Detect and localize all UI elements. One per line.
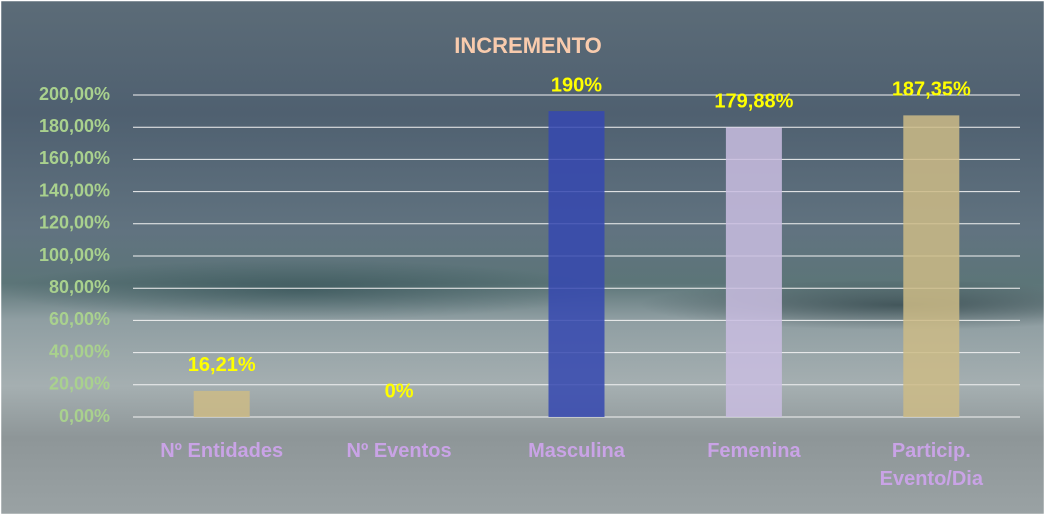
x-tick-label: Femenina (669, 437, 839, 465)
y-tick-label: 100,00% (39, 245, 110, 265)
bar (903, 115, 959, 417)
chart-area: INCREMENTO 0,00% 20,00% 40,00% 60,00% 80,00%… (0, 0, 1045, 515)
bar (549, 111, 605, 417)
y-tick-label: 80,00% (49, 277, 110, 297)
y-tick-label: 140,00% (39, 180, 110, 200)
value-label: 0% (385, 380, 414, 402)
x-tick-label: Masculina (492, 437, 662, 465)
bar (194, 391, 250, 417)
value-label: 187,35% (892, 79, 971, 101)
value-label: 190% (551, 74, 602, 96)
chart-title: INCREMENTO (454, 33, 602, 58)
y-tick-label: 20,00% (49, 374, 110, 394)
y-tick-label: 200,00% (39, 84, 110, 104)
y-tick-label: 60,00% (49, 309, 110, 329)
x-tick-label: Nº Entidades (137, 437, 307, 465)
y-tick-label: 160,00% (39, 148, 110, 168)
y-tick-label: 40,00% (49, 341, 110, 361)
x-tick-label: Nº Eventos (314, 437, 484, 465)
y-tick-label: 180,00% (39, 116, 110, 136)
y-tick-label: 120,00% (39, 213, 110, 233)
value-label: 16,21% (188, 354, 256, 376)
value-label: 179,88% (714, 91, 793, 113)
y-tick-label: 0,00% (59, 406, 110, 426)
x-tick-label: Particip. Evento/Dia (846, 437, 1016, 493)
bar (726, 127, 782, 417)
